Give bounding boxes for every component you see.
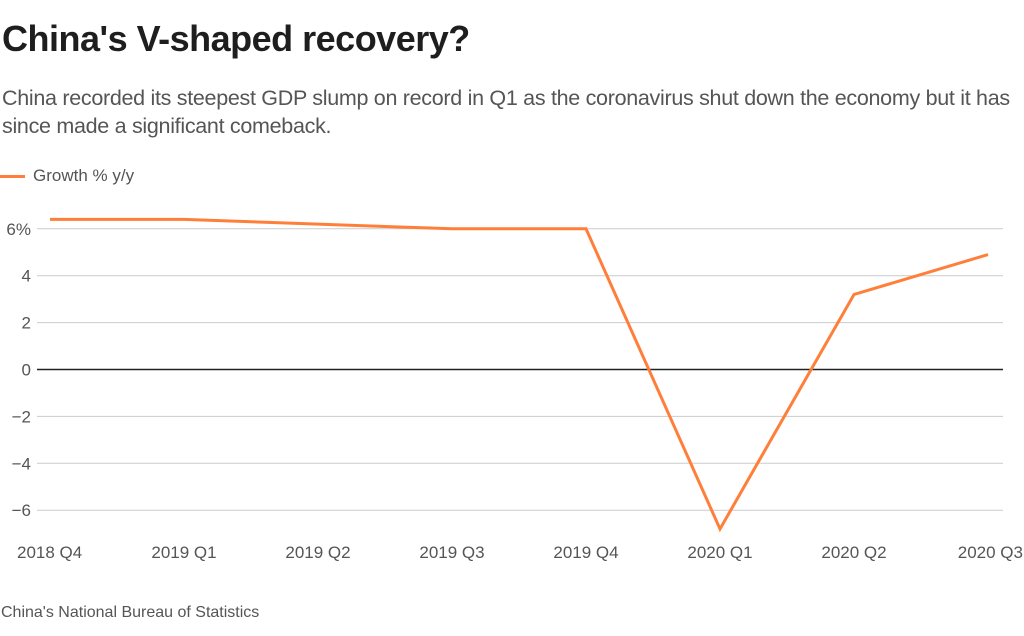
- y-tick-label: −6: [12, 501, 31, 520]
- y-tick-label: 0: [22, 361, 31, 380]
- y-tick-label: 6%: [6, 220, 31, 239]
- x-tick-label: 2020 Q1: [687, 543, 752, 562]
- series-line: [49, 217, 989, 533]
- x-tick-label: 2019 Q3: [419, 543, 484, 562]
- x-tick-label: 2020 Q2: [821, 543, 886, 562]
- x-tick-label: 2018 Q4: [17, 543, 82, 562]
- y-tick-label: −2: [12, 407, 31, 426]
- y-tick-label: 4: [22, 267, 31, 286]
- legend: Growth % y/y: [0, 166, 134, 186]
- y-tick-label: −4: [12, 454, 31, 473]
- x-axis-ticks: 2018 Q4 2019 Q1 2019 Q2 2019 Q3 2019 Q4 2020 …: [17, 543, 1023, 562]
- x-tick-label: 2019 Q1: [151, 543, 216, 562]
- x-tick-label: 2020 Q3: [958, 543, 1023, 562]
- legend-label: Growth % y/y: [33, 166, 135, 185]
- series-line-growth: [50, 217, 989, 533]
- chart-subtitle: China recorded its steepest GDP slump on…: [2, 86, 1010, 138]
- source-note: China's National Bureau of Statistics: [1, 604, 260, 621]
- legend-swatch: [0, 174, 25, 178]
- y-axis-ticks: 6% 4 2 0 −2 −4 −6: [6, 220, 31, 520]
- x-tick-label: 2019 Q4: [553, 543, 618, 562]
- x-tick-label: 2019 Q2: [285, 543, 350, 562]
- y-tick-label: 2: [22, 314, 31, 333]
- chart-title: China's V-shaped recovery?: [2, 18, 470, 59]
- gridlines: [37, 228, 1003, 511]
